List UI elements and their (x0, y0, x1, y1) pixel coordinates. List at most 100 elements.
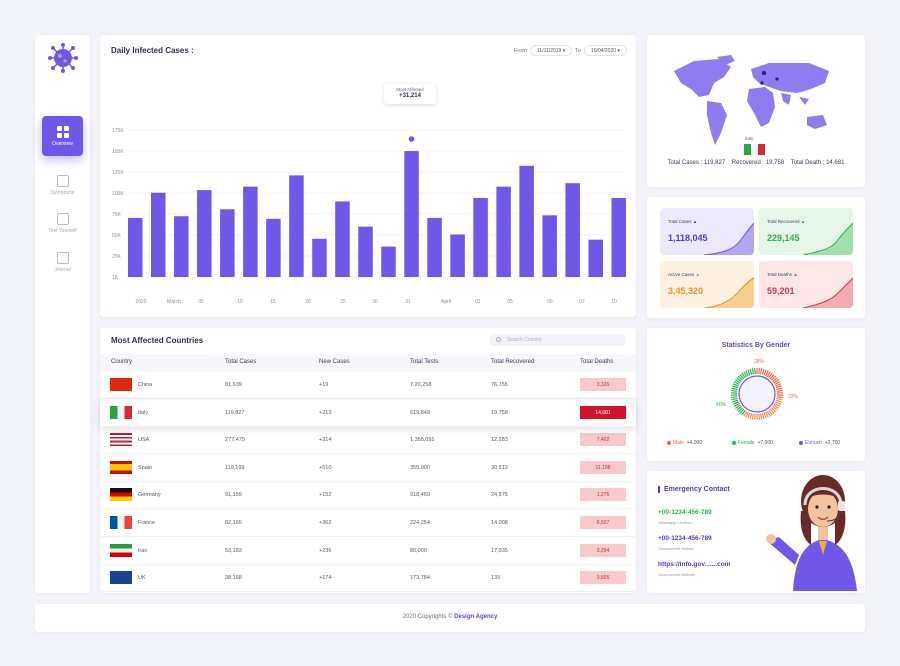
hotline-link[interactable]: +00-1234-456-789 (658, 535, 712, 542)
world-map[interactable] (669, 53, 839, 153)
search-icon (496, 337, 501, 342)
cell-total-recovered: 17,935 (491, 547, 508, 554)
chart-bar[interactable] (427, 217, 442, 277)
table-row[interactable]: Iran 53,183 +236 80,000 17,935 3,294 (100, 538, 636, 565)
tile-total-cases[interactable]: Total Cases ▲ 1,118,045 (660, 208, 754, 255)
chart-bar[interactable] (289, 175, 304, 277)
cell-new-cases: +236 (319, 547, 332, 554)
table-row[interactable]: USA 277,475 +314 1,355,091 12,283 7,402 (100, 427, 636, 455)
cell-total-tests: 918,460 (410, 492, 430, 499)
sidebar-item-label: Journal (54, 267, 71, 273)
legend-male: Male +4,000 (667, 440, 702, 446)
to-date-select[interactable]: 10/04/2020 ▾ (584, 45, 627, 56)
chart-bar[interactable] (220, 209, 235, 277)
tile-value: 3,45,320 (668, 286, 704, 296)
tile-label: Total Recovered ▲ (767, 219, 806, 224)
table-row[interactable]: UK 38,168 +174 173,784 135 3,605 (100, 565, 636, 593)
table-row[interactable]: France 82,165 +362 224,254 14,008 6,507 (100, 510, 636, 537)
chart-bar[interactable] (519, 165, 534, 277)
ring-tick (736, 377, 742, 382)
ring-tick (754, 368, 756, 375)
cell-country: China (138, 382, 153, 388)
ring-tick (776, 397, 783, 401)
tile-total-deaths[interactable]: Total Deaths ▲ 59,201 (759, 261, 853, 308)
ring-tick (751, 413, 755, 420)
whatsapp-link[interactable]: +00-1234-456-789 (658, 509, 712, 516)
table-row[interactable]: Germany 91,159 +152 918,460 24,575 1,275 (100, 482, 636, 510)
footer-brand-link[interactable]: Design Agency (454, 614, 498, 620)
italy-flag-icon (744, 144, 765, 155)
sidebar-item-overview[interactable]: Overview (42, 116, 83, 156)
ring-tick (772, 377, 778, 382)
ring-tick (731, 396, 738, 399)
to-date-value: 10/04/2020 (591, 48, 617, 54)
sidebar-item-label: Test Yourself (48, 228, 77, 234)
x-tick-label: March (167, 299, 181, 305)
country-flag-icon (110, 488, 132, 502)
sidebar-item-test-yourself[interactable]: Test Yourself (35, 213, 90, 234)
chart-bar[interactable] (542, 215, 557, 277)
cell-total-recovered: 135 (491, 575, 501, 582)
tile-total-recovered[interactable]: Total Recovered ▲ 229,145 (759, 208, 853, 255)
chart-bar[interactable] (450, 234, 465, 277)
col-country: Country (111, 359, 133, 365)
map-total-cases: Total Cases : 119,827 (667, 160, 726, 166)
x-tick-label: 31 (405, 299, 411, 305)
chart-bar[interactable] (128, 217, 143, 277)
tile-active-cases[interactable]: Active Cases ▲ 3,45,320 (660, 261, 754, 308)
chart-bar[interactable] (381, 246, 396, 277)
ring-tick (745, 370, 749, 377)
x-tick-label: 06 (547, 299, 553, 305)
table-row[interactable]: Spain 119,199 +510 355,000 30,513 11,198 (100, 455, 636, 482)
chart-bar[interactable] (174, 216, 189, 277)
sidebar-item-symptoms[interactable]: Symptoms (35, 175, 90, 196)
x-tick-label: 30 (372, 299, 378, 305)
chart-bar[interactable] (197, 190, 212, 277)
search-input[interactable]: Search Country (490, 334, 626, 346)
from-date-select[interactable]: 11/11/2019 ▾ (530, 45, 573, 56)
ring-tick (731, 387, 738, 391)
chart-bar[interactable] (335, 201, 350, 277)
affected-countries-card (100, 328, 636, 593)
cell-total-deaths: 3,294 (580, 543, 626, 557)
ring-tick (758, 368, 760, 375)
cell-total-cases: 119,827 (225, 409, 245, 416)
cell-country: Iran (138, 547, 148, 554)
chart-bar[interactable] (611, 197, 627, 277)
cell-new-cases: +19 (319, 382, 329, 388)
table-row[interactable]: China 81,639 +19 7,20,258 76,755 3,326 (100, 372, 636, 399)
ring-tick (765, 370, 769, 377)
chart-bar[interactable] (358, 226, 373, 277)
cell-total-tests: 619,849 (410, 409, 430, 416)
chart-bar[interactable] (588, 239, 603, 277)
website-link[interactable]: https://info.gov.......com (658, 561, 731, 568)
country-flag-icon (110, 460, 132, 474)
cell-total-recovered: 19,758 (491, 409, 508, 416)
cell-new-cases: +152 (319, 492, 332, 499)
chart-bar[interactable] (312, 238, 327, 277)
chart-bar[interactable] (496, 186, 511, 277)
chart-bar[interactable] (565, 183, 580, 277)
chart-bar[interactable] (243, 186, 258, 277)
ring-tick (769, 408, 775, 414)
sidebar-item-journal[interactable]: Journal (35, 252, 90, 273)
grid-icon (56, 126, 69, 138)
legend-female: Female +7,000 (732, 440, 773, 446)
table-header: Country Total Cases New Cases Total Test… (100, 354, 636, 372)
ring-tick (776, 396, 783, 399)
chart-bar[interactable] (473, 197, 488, 277)
map-recovered: Recovered : 19,758 (731, 160, 785, 166)
virus-logo-icon[interactable] (48, 43, 78, 73)
ring-tick (776, 389, 783, 392)
gender-ring-chart[interactable] (730, 367, 784, 421)
search-placeholder: Search Country (507, 337, 542, 343)
female-pct: 32% (788, 394, 799, 400)
ring-tick (759, 368, 763, 375)
x-tick-label: 01 (475, 299, 481, 305)
chart-bar[interactable] (266, 218, 281, 277)
y-tick-label: 125K (112, 170, 124, 176)
table-row[interactable]: Italy 119,827 +213 619,849 19,758 14,681 (100, 399, 636, 427)
website-caption: Government Website (658, 572, 696, 577)
chart-bar[interactable] (404, 151, 419, 277)
chart-bar[interactable] (151, 192, 166, 277)
